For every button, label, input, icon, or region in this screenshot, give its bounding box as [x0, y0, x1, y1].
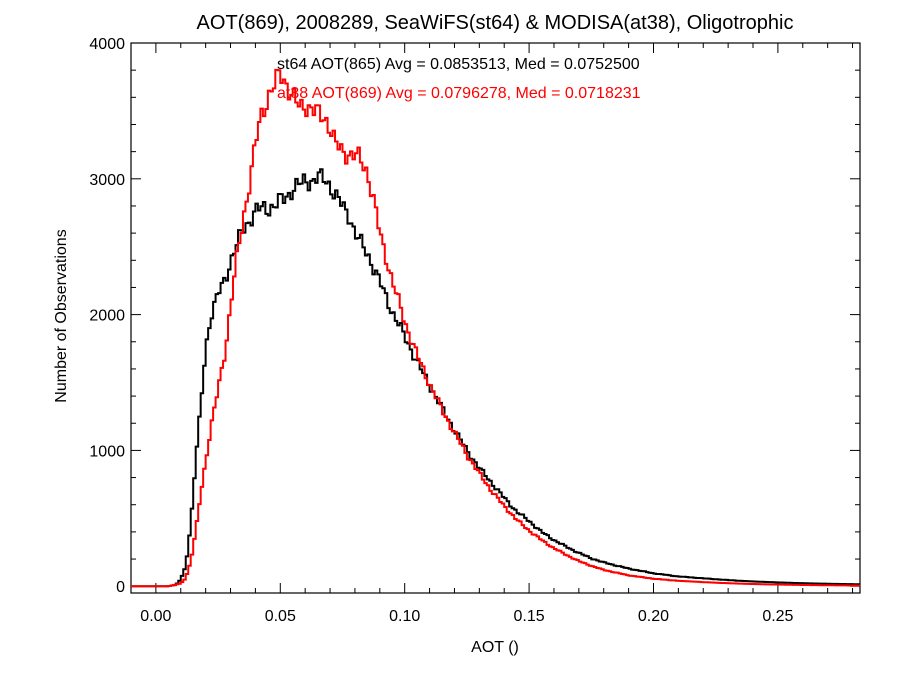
y-axis: 0 1000 2000 3000 4000	[89, 36, 860, 596]
x-axis: 0.00 0.05 0.10 0.15 0.20 0.25	[130, 43, 854, 625]
x-tick-label: 0.15	[514, 608, 545, 625]
x-tick-label: 0.10	[389, 608, 420, 625]
series-line-1	[131, 68, 860, 588]
series-layer	[131, 68, 860, 588]
x-axis-label: AOT ()	[471, 639, 519, 656]
x-tick-label: 0.25	[762, 608, 793, 625]
annotation-st64: st64 AOT(865) Avg = 0.0853513, Med = 0.0…	[277, 56, 640, 73]
x-tick-label: 0.20	[638, 608, 669, 625]
plot-border	[130, 42, 861, 594]
chart-title: AOT(869), 2008289, SeaWiFS(st64) & MODIS…	[197, 12, 794, 34]
y-tick-label: 1000	[89, 443, 125, 460]
series-line-0	[131, 168, 860, 588]
y-tick-label: 0	[116, 579, 125, 596]
y-tick-label: 4000	[89, 36, 125, 53]
plot-frame	[130, 42, 861, 594]
x-tick-label: 0.05	[265, 608, 296, 625]
x-tick-label: 0.00	[140, 608, 171, 625]
annotation-at38: at38 AOT(869) Avg = 0.0796278, Med = 0.0…	[277, 85, 641, 102]
y-tick-label: 3000	[89, 172, 125, 189]
y-axis-label: Number of Observations	[53, 229, 70, 402]
y-tick-label: 2000	[89, 308, 125, 325]
